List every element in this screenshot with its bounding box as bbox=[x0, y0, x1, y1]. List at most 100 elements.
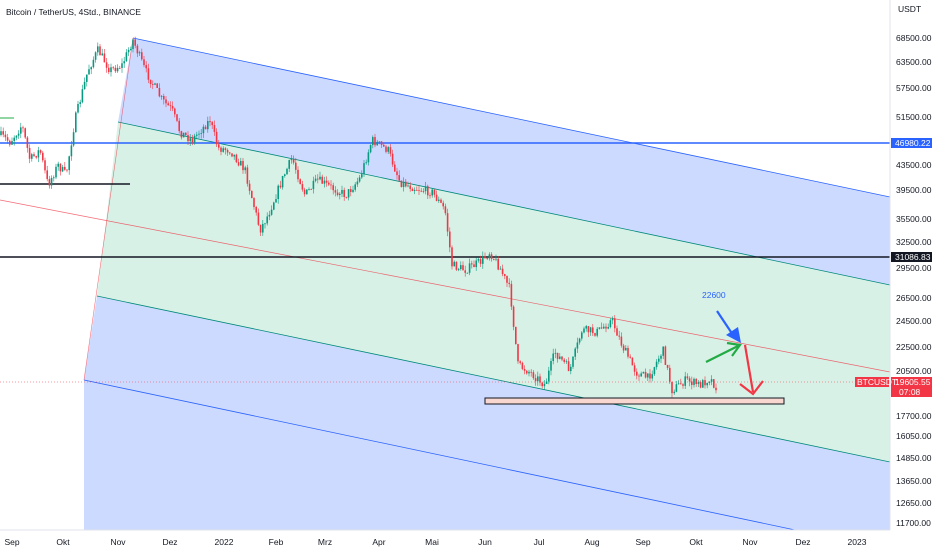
candle-body bbox=[708, 381, 711, 383]
candle-body bbox=[191, 138, 194, 143]
candle-body bbox=[20, 127, 22, 134]
time-tick-label: Aug bbox=[584, 537, 599, 547]
candle-body bbox=[506, 275, 508, 283]
candle-body bbox=[72, 132, 75, 146]
candle-body bbox=[629, 356, 631, 358]
candle-body bbox=[33, 154, 35, 157]
candle-body bbox=[101, 53, 103, 56]
price-tag bbox=[891, 377, 932, 397]
candle-body bbox=[449, 231, 451, 248]
price-tick-label: 63500.00 bbox=[896, 57, 932, 67]
time-tick-label: Sep bbox=[4, 537, 19, 547]
candles bbox=[0, 36, 717, 398]
candle-body bbox=[675, 384, 678, 392]
candle-body bbox=[543, 383, 546, 387]
price-tick-label: 51500.00 bbox=[896, 112, 932, 122]
candle-body bbox=[77, 103, 79, 113]
candle-body bbox=[457, 269, 460, 270]
price-tick-label: 13650.00 bbox=[896, 476, 932, 486]
time-tick-label: Nov bbox=[742, 537, 758, 547]
candle-body bbox=[193, 135, 196, 143]
candle-body bbox=[411, 188, 414, 192]
time-tick-label: Nov bbox=[110, 537, 126, 547]
candle-body bbox=[169, 105, 172, 107]
candle-body bbox=[262, 223, 264, 233]
candle-body bbox=[75, 112, 77, 133]
candle-body bbox=[53, 177, 55, 179]
candle-body bbox=[563, 359, 565, 362]
time-tick-label: Feb bbox=[269, 537, 284, 547]
candle-body bbox=[444, 206, 447, 214]
candle-body bbox=[598, 327, 601, 329]
candle-body bbox=[508, 282, 510, 284]
price-tag-timer: 07:08 bbox=[899, 387, 921, 397]
candle-body bbox=[310, 189, 312, 190]
candle-body bbox=[48, 179, 51, 186]
price-tick-label: 24500.00 bbox=[896, 316, 932, 326]
candle-body bbox=[442, 202, 444, 207]
candle-body bbox=[537, 376, 539, 382]
candle-body bbox=[686, 376, 689, 379]
candle-body bbox=[94, 52, 97, 60]
price-tick-label: 22500.00 bbox=[896, 342, 932, 352]
candle-body bbox=[394, 164, 396, 172]
candle-body bbox=[301, 184, 304, 190]
candle-body bbox=[297, 169, 299, 180]
candle-body bbox=[248, 183, 251, 191]
candle-body bbox=[409, 185, 411, 189]
candle-body bbox=[83, 81, 86, 90]
candle-body bbox=[438, 199, 440, 201]
candle-body bbox=[429, 195, 431, 197]
candle-body bbox=[308, 189, 310, 190]
candle-body bbox=[510, 283, 513, 307]
candle-body bbox=[218, 144, 220, 148]
candle-body bbox=[136, 45, 139, 54]
candle-body bbox=[215, 131, 218, 145]
candle-body bbox=[306, 189, 308, 195]
time-tick-label: Apr bbox=[372, 537, 385, 547]
candle-body bbox=[268, 214, 271, 217]
candle-body bbox=[387, 147, 389, 152]
candle-body bbox=[196, 134, 198, 136]
candle-body bbox=[189, 138, 191, 142]
support-zone bbox=[484, 397, 785, 405]
candle-body bbox=[446, 213, 449, 232]
candle-body bbox=[653, 367, 656, 375]
candle-body bbox=[587, 326, 590, 333]
candle-body bbox=[493, 258, 495, 260]
candle-body bbox=[204, 126, 207, 130]
candle-body bbox=[644, 371, 647, 378]
candle-body bbox=[713, 379, 715, 388]
candle-body bbox=[325, 180, 328, 183]
candle-body bbox=[86, 74, 88, 82]
up-arrow-head bbox=[726, 341, 742, 357]
candle-body bbox=[660, 355, 662, 359]
candle-body bbox=[264, 223, 266, 225]
candle-body bbox=[275, 199, 277, 203]
candle-body bbox=[328, 182, 330, 185]
candle-body bbox=[512, 306, 515, 327]
price-tick-label: 14850.00 bbox=[896, 453, 932, 463]
candle-body bbox=[666, 364, 669, 368]
candle-body bbox=[286, 168, 288, 175]
candle-body bbox=[207, 121, 209, 130]
candle-body bbox=[633, 365, 636, 372]
candle-body bbox=[477, 259, 480, 261]
candle-body bbox=[119, 67, 121, 69]
candle-body bbox=[24, 128, 26, 138]
candle-body bbox=[365, 162, 367, 164]
candle-body bbox=[185, 132, 187, 136]
candle-body bbox=[198, 133, 200, 135]
candle-body bbox=[35, 156, 37, 158]
candle-body bbox=[319, 176, 321, 180]
candle-body bbox=[295, 162, 297, 170]
candle-body bbox=[704, 380, 706, 386]
median-line bbox=[0, 199, 891, 373]
candle-body bbox=[290, 159, 293, 161]
channel-upper-band bbox=[118, 38, 890, 285]
candle-body bbox=[156, 83, 158, 89]
candle-body bbox=[647, 373, 649, 378]
candle-body bbox=[605, 326, 607, 329]
candle-body bbox=[691, 381, 693, 385]
